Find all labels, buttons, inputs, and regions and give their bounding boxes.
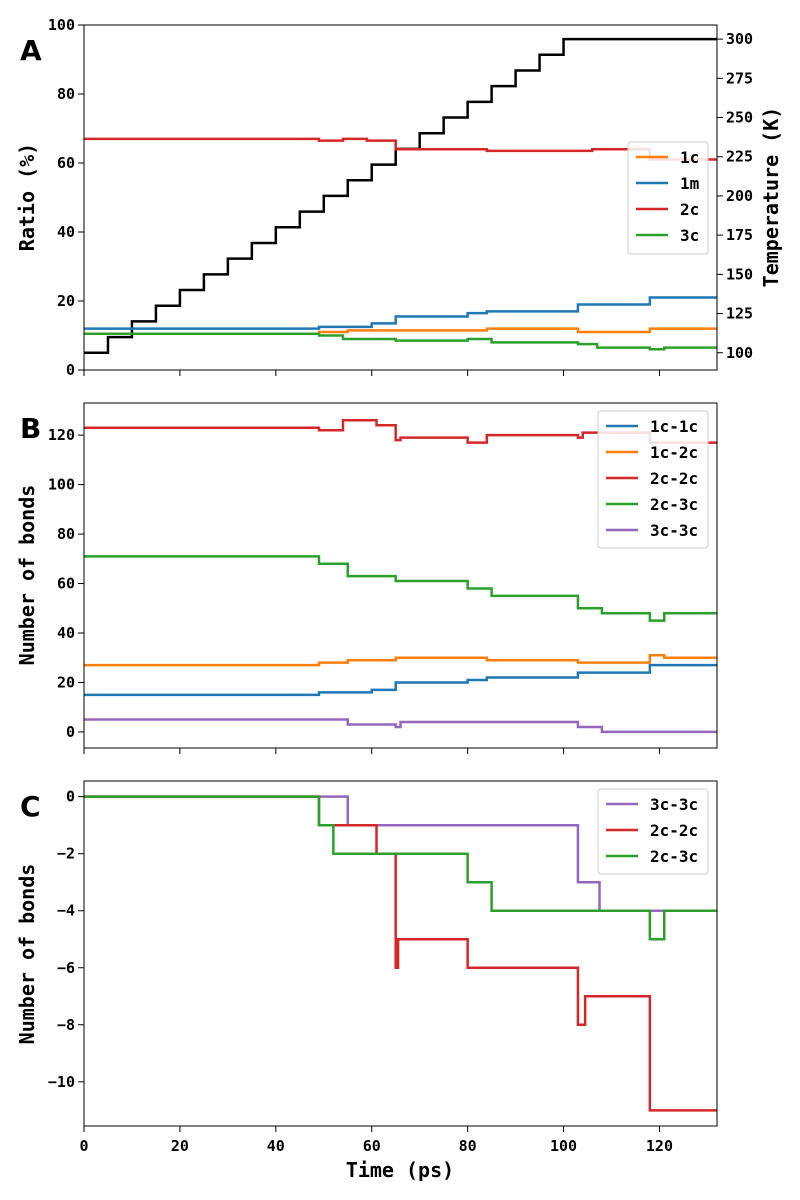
x-tick-label: 40 xyxy=(267,1137,285,1155)
legend-label: 2c xyxy=(680,200,699,219)
x-tick-label: 20 xyxy=(171,1137,189,1155)
y2-tick-label: 250 xyxy=(726,109,753,127)
legend-label: 1c-2c xyxy=(650,443,698,462)
legend-label: 2c-3c xyxy=(650,847,698,866)
y-tick-label: 120 xyxy=(48,426,75,444)
panel-b-y-ticks: 0 20 40 60 80 100 120 xyxy=(48,426,84,741)
y-tick-label: 100 xyxy=(48,16,75,34)
y-tick-label: 20 xyxy=(57,673,75,691)
panel-b-ylabel: Number of bonds xyxy=(15,485,39,666)
y-tick-label: 80 xyxy=(57,525,75,543)
series-line-a-3c xyxy=(84,332,717,351)
series-line-b-2c-3c xyxy=(84,555,717,622)
y2-tick-label: 225 xyxy=(726,148,753,166)
y-tick-label: 80 xyxy=(57,85,75,103)
legend-label: 1m xyxy=(680,174,700,193)
legend-label: 1c-1c xyxy=(650,417,698,436)
y2-tick-label: 125 xyxy=(726,305,753,323)
series-line-b-2c-2c xyxy=(84,419,717,444)
y-tick-label: −4 xyxy=(57,902,75,920)
series-line-a-2c xyxy=(84,137,717,161)
y2-tick-label: 100 xyxy=(726,344,753,362)
panel-b-x-ticks xyxy=(83,748,660,754)
panel-letter-b: B xyxy=(20,412,41,445)
y-tick-label: 20 xyxy=(57,292,75,310)
panel-a-frame xyxy=(83,24,718,371)
y-tick-label: 40 xyxy=(57,223,75,241)
panel-b-legend: 1c-1c 1c-2c 2c-2c 2c-3c 3c-3c xyxy=(597,410,709,549)
panel-c-x-ticks: 0 20 40 60 80 100 120 xyxy=(79,1126,673,1155)
panel-a-y2-ticks: 100 125 150 175 200 225 250 275 300 xyxy=(717,30,753,362)
series-line-c-3c-3c xyxy=(84,795,717,912)
y-tick-label: −6 xyxy=(57,959,75,977)
y-tick-label: −10 xyxy=(48,1073,75,1091)
series-line-b-1c-2c xyxy=(84,654,717,667)
panel-c-frame xyxy=(83,780,718,1127)
y-tick-label: 100 xyxy=(48,476,75,494)
series-line-b-3c-3c xyxy=(84,718,717,734)
legend-label: 3c xyxy=(680,226,699,245)
legend-box xyxy=(597,410,709,549)
x-tick-label: 80 xyxy=(459,1137,477,1155)
y-tick-label: 60 xyxy=(57,575,75,593)
panel-a-series xyxy=(84,37,717,354)
legend-label: 2c-2c xyxy=(650,469,698,488)
y2-tick-label: 175 xyxy=(726,226,753,244)
panel-c-xlabel: Time (ps) xyxy=(346,1158,454,1182)
legend-label: 3c-3c xyxy=(650,795,698,814)
panel-a: A 0 20 40 60 80 100 100 125 150 175 200 225 250 275 3… xyxy=(15,16,783,379)
panel-a-x-ticks xyxy=(83,370,660,376)
panel-c-legend: 3c-3c 2c-2c 2c-3c xyxy=(597,788,709,875)
series-line-a-temperature xyxy=(84,37,717,354)
y-tick-label: 0 xyxy=(66,723,75,741)
panel-c-y-ticks: 0 −2 −4 −6 −8 −10 xyxy=(48,788,84,1091)
y2-tick-label: 150 xyxy=(726,265,753,283)
x-tick-label: 120 xyxy=(646,1137,673,1155)
y-tick-label: 0 xyxy=(66,361,75,379)
y-tick-label: −8 xyxy=(57,1016,75,1034)
y-tick-label: 40 xyxy=(57,624,75,642)
legend-label: 3c-3c xyxy=(650,521,698,540)
legend-label: 2c-3c xyxy=(650,495,698,514)
panel-c-ylabel: Number of bonds xyxy=(15,864,39,1045)
series-line-c-2c-2c xyxy=(84,795,717,1112)
legend-label: 1c xyxy=(680,148,699,167)
y2-tick-label: 275 xyxy=(726,69,753,87)
legend-box xyxy=(627,141,709,255)
panel-b-series xyxy=(84,419,717,734)
panel-letter-c: C xyxy=(20,790,41,823)
x-tick-label: 0 xyxy=(79,1137,88,1155)
panel-a-ylabel: Ratio (%) xyxy=(15,143,39,251)
y2-tick-label: 300 xyxy=(726,30,753,48)
x-tick-label: 100 xyxy=(550,1137,577,1155)
panel-c: C 0 −2 −4 −6 −8 −10 0 20 40 60 80 100 120 Number of… xyxy=(15,780,718,1182)
panel-c-series xyxy=(84,795,717,1112)
legend-label: 2c-2c xyxy=(650,821,698,840)
y2-tick-label: 200 xyxy=(726,187,753,205)
panel-b-frame xyxy=(83,402,718,749)
series-line-a-1m xyxy=(84,296,717,330)
legend-box xyxy=(597,788,709,875)
series-line-a-1c xyxy=(84,327,717,336)
x-tick-label: 60 xyxy=(363,1137,381,1155)
panel-a-y-ticks: 0 20 40 60 80 100 xyxy=(48,16,84,379)
series-line-c-2c-3c xyxy=(84,795,717,941)
y-tick-label: 0 xyxy=(66,788,75,806)
panel-letter-a: A xyxy=(20,34,42,67)
series-line-b-1c-1c xyxy=(84,663,717,697)
y-tick-label: −2 xyxy=(57,845,75,863)
panel-a-legend: 1c 1m 2c 3c xyxy=(627,141,709,255)
y-tick-label: 60 xyxy=(57,154,75,172)
panel-a-y2label: Temperature (K) xyxy=(759,107,783,288)
